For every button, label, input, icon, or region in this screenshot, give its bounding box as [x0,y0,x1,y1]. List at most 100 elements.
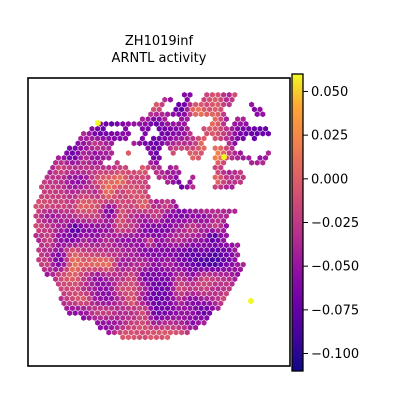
spot [75,285,81,292]
spot [39,242,45,249]
spot [212,290,218,297]
spot [151,145,157,152]
spot [179,319,185,326]
spot [58,247,64,253]
spot [131,334,137,341]
spot [212,106,218,113]
spot [103,276,109,283]
spot [125,324,131,331]
spot [114,315,120,321]
spot [103,121,109,127]
spot [100,252,106,258]
spot [39,193,45,200]
spot [72,290,78,297]
spot [81,256,87,263]
spot [190,281,196,287]
spot [151,203,157,210]
spot [131,237,137,244]
spot [134,281,140,287]
spot [173,106,179,113]
spot [153,256,159,263]
spot [201,319,207,326]
spot [103,140,109,147]
spot [221,101,227,108]
colorbar-tick-label: 0.025 [311,129,348,144]
spot [223,96,229,103]
spot [36,237,42,244]
spot [114,121,120,127]
spot [148,305,154,312]
spot [53,179,59,186]
spot [69,218,75,224]
spot [162,271,168,278]
spot [170,315,176,321]
spot [156,125,162,132]
spot [218,281,224,287]
spot [137,218,143,224]
spot [193,285,199,292]
spot [190,319,196,326]
spot [39,213,45,219]
spot [67,271,73,278]
spot [139,261,145,268]
spot [218,252,224,258]
spot [148,208,154,215]
spot [187,295,193,302]
spot [92,208,98,215]
spot [153,334,159,341]
spot [237,121,243,127]
spot [193,150,199,156]
spot [162,252,168,258]
spot [153,227,159,234]
spot [223,242,229,249]
spot [125,150,131,156]
spot [75,256,81,263]
spot [139,125,145,132]
spot [221,121,227,127]
spot [165,266,171,273]
spot [72,310,78,316]
spot [151,106,157,113]
spot [215,91,221,98]
spot [134,232,140,239]
spot [159,208,165,215]
spot [81,169,87,176]
spot [187,101,193,108]
spot [159,101,165,108]
spot [249,101,255,108]
spot [50,261,56,268]
spot [151,164,157,171]
spot [72,281,78,287]
spot [114,227,120,234]
spot [153,247,159,253]
spot [223,252,229,258]
spot [162,232,168,239]
spot [187,256,193,263]
spot [139,193,145,200]
spot [235,242,241,249]
spot [69,266,75,273]
spot [165,305,171,312]
spot [120,334,126,341]
spot [100,290,106,297]
spot [176,111,182,118]
spot [103,208,109,215]
spot [41,247,47,253]
spot [83,174,89,181]
spot [187,305,193,312]
spot [111,164,117,171]
spot [226,285,232,292]
spot [184,125,190,132]
spot [41,198,47,205]
spot [153,198,159,205]
spot [153,276,159,283]
spot [165,111,171,118]
spot [184,96,190,103]
spot [50,213,56,219]
spot [86,285,92,292]
spot [257,155,263,161]
spot [145,164,151,171]
spot [148,198,154,205]
spot [139,232,145,239]
spot [86,256,92,263]
